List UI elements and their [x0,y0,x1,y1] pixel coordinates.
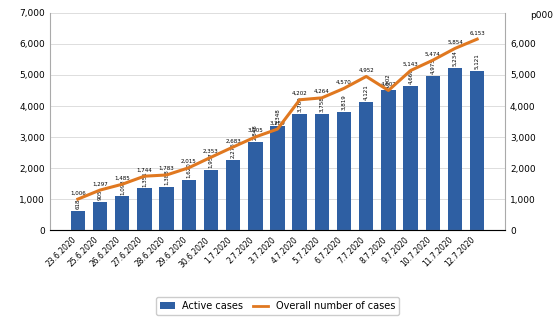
Text: 2,353: 2,353 [203,148,219,154]
Bar [115,196,129,230]
Text: 3,819: 3,819 [341,94,346,110]
Text: 5,854: 5,854 [447,40,463,45]
Text: 1,957: 1,957 [209,152,214,168]
Text: 3,259: 3,259 [270,120,285,125]
Bar [337,112,351,230]
Bar [70,211,85,230]
Text: 4,121: 4,121 [364,85,369,100]
Text: 4,952: 4,952 [359,68,374,73]
Text: 1,485: 1,485 [114,175,130,180]
Text: 1,744: 1,744 [137,167,152,172]
Text: 1,620: 1,620 [186,163,191,178]
Text: 618: 618 [75,199,80,209]
Text: 4,502: 4,502 [381,82,396,87]
Bar [426,76,440,230]
Text: 3,760: 3,760 [297,96,302,112]
Text: 5,121: 5,121 [475,53,480,69]
Text: 5,143: 5,143 [403,62,418,67]
Text: 2,015: 2,015 [181,159,196,164]
Text: 1,006: 1,006 [70,190,85,196]
Bar [470,71,485,230]
Bar [359,102,374,230]
Text: 1,297: 1,297 [92,181,108,186]
Bar [93,202,107,230]
Bar [204,170,218,230]
Bar [448,68,462,230]
Text: 3,348: 3,348 [275,109,280,124]
Bar [381,91,396,230]
Text: 4,975: 4,975 [430,58,435,74]
Text: 2,683: 2,683 [225,138,241,143]
Text: 1,351: 1,351 [142,171,147,187]
Text: 1,093: 1,093 [120,179,125,195]
Text: 1,388: 1,388 [164,170,169,185]
Bar [159,187,174,230]
Text: 905: 905 [98,190,103,200]
Legend: Active cases, Overall number of cases: Active cases, Overall number of cases [156,297,399,315]
Text: 5,474: 5,474 [425,52,441,57]
Bar [292,114,307,230]
Text: 1,783: 1,783 [159,166,174,171]
Bar [315,114,329,230]
Bar [248,142,263,230]
Text: 3,005: 3,005 [248,128,263,133]
Text: 4,660: 4,660 [408,68,413,84]
Y-axis label: p000: p000 [530,11,553,20]
Text: 4,570: 4,570 [336,80,352,84]
Text: 5,234: 5,234 [452,50,457,66]
Bar [226,160,240,230]
Text: 6,153: 6,153 [470,30,485,36]
Bar [181,180,196,230]
Bar [270,126,285,230]
Text: 2,276: 2,276 [231,142,236,158]
Bar [137,188,152,230]
Text: 4,202: 4,202 [292,91,307,96]
Bar [403,85,418,230]
Text: 3,758: 3,758 [319,96,324,112]
Text: 2,848: 2,848 [253,124,258,140]
Text: 4,502: 4,502 [386,73,391,89]
Text: 4,264: 4,264 [314,89,330,94]
